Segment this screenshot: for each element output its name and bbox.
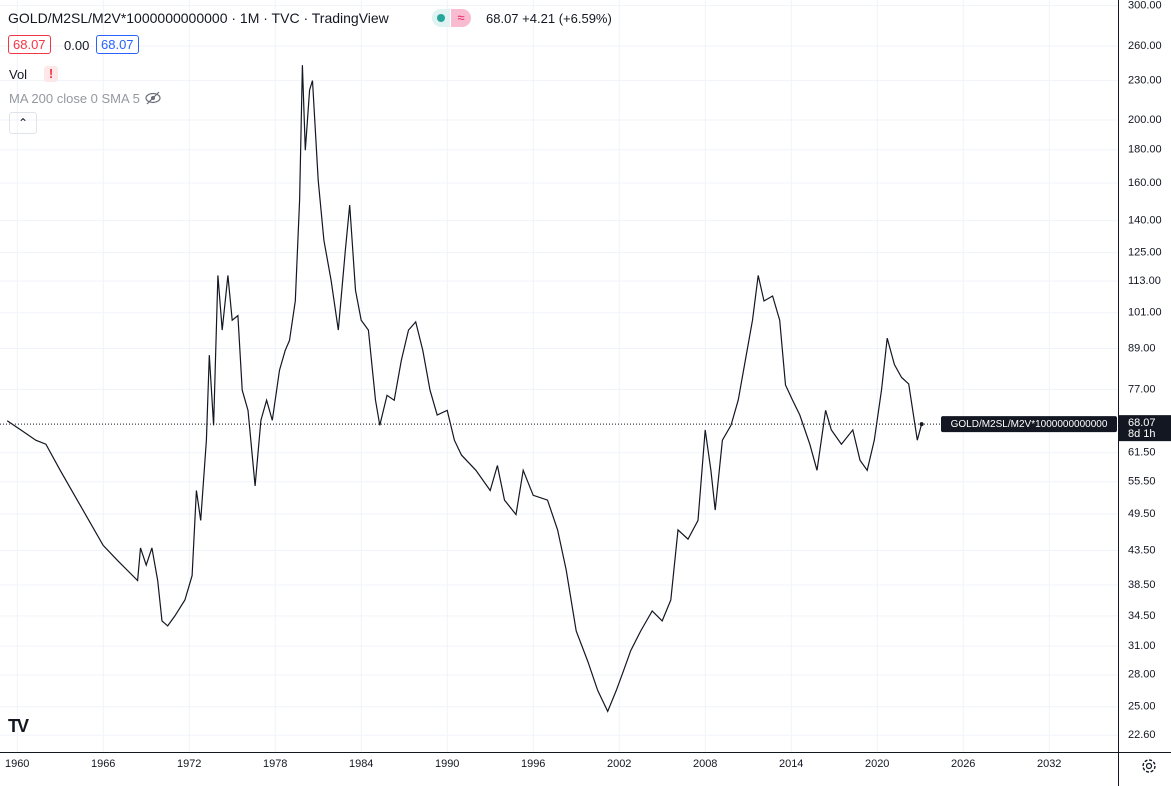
price-box[interactable]: 68.07	[8, 35, 51, 54]
price-box[interactable]: 68.07	[96, 35, 139, 54]
settings-gear[interactable]	[1138, 755, 1160, 777]
last-values: 68.07 +4.21 (+6.59%)	[486, 11, 612, 26]
delay-icon: ≈	[451, 9, 471, 27]
x-tick-label: 2008	[693, 758, 717, 770]
x-tick-label: 2020	[865, 758, 889, 770]
x-tick-label: 1966	[91, 758, 115, 770]
y-tick-label: 61.50	[1128, 447, 1156, 459]
y-tick-label: 43.50	[1128, 544, 1156, 556]
spread: 0.00	[64, 38, 90, 53]
x-tick-label: 1984	[349, 758, 373, 770]
change-pct: (+6.59%)	[558, 11, 612, 26]
x-tick-label: 2026	[951, 758, 975, 770]
vol-warning[interactable]: !	[44, 66, 58, 82]
last-price: 68.07	[486, 11, 519, 26]
collapse-button[interactable]: ⌃	[9, 112, 37, 134]
y-tick-label: 300.00	[1128, 0, 1162, 11]
x-tick-label: 1978	[263, 758, 287, 770]
price-label-bg	[1119, 415, 1171, 442]
y-tick-label: 260.00	[1128, 40, 1162, 52]
vol-label[interactable]: Vol	[9, 67, 28, 82]
symbol-title[interactable]: GOLD/M2SL/M2V*1000000000000 · 1M · TVC ·…	[8, 10, 389, 26]
price-line	[6, 65, 923, 713]
tv-logo[interactable]: TV	[8, 716, 29, 736]
y-tick-label: 113.00	[1128, 275, 1161, 287]
status-icons[interactable]: ≈	[432, 9, 472, 27]
y-tick-label: 230.00	[1128, 74, 1162, 86]
last-point	[919, 422, 924, 427]
ma-label[interactable]: MA 200 close 0 SMA 5	[9, 91, 140, 106]
y-tick-label: 31.00	[1128, 640, 1156, 652]
eye-icon[interactable]	[144, 90, 162, 106]
x-tick-label: 2032	[1037, 758, 1061, 770]
y-tick-label: 200.00	[1128, 114, 1162, 126]
series-name-label-bg	[941, 416, 1117, 433]
y-tick-label: 180.00	[1128, 144, 1162, 156]
countdown-label: 8d 1h	[1128, 428, 1156, 440]
x-tick-label: 1972	[177, 758, 201, 770]
x-tick-label: 1960	[5, 758, 29, 770]
y-tick-label: 22.60	[1128, 729, 1156, 741]
y-tick-label: 25.00	[1128, 701, 1156, 713]
y-tick-label: 89.00	[1128, 342, 1156, 354]
change: +4.21	[522, 11, 556, 26]
y-tick-label: 34.50	[1128, 610, 1156, 622]
series-name-label: GOLD/M2SL/M2V*1000000000000	[951, 419, 1108, 430]
y-tick-label: 38.50	[1128, 579, 1156, 591]
y-tick-label: 101.00	[1128, 307, 1162, 319]
market-dot	[437, 14, 445, 22]
y-tick-label: 28.00	[1128, 669, 1156, 681]
plot-background	[0, 0, 1118, 752]
x-tick-label: 1990	[435, 758, 459, 770]
y-tick-label: 160.00	[1128, 177, 1162, 189]
x-tick-label: 2014	[779, 758, 803, 770]
y-axis-panel	[1118, 0, 1171, 752]
y-tick-label: 55.50	[1128, 476, 1156, 488]
x-axis-panel	[0, 752, 1171, 786]
x-tick-label: 1996	[521, 758, 545, 770]
y-tick-label: 140.00	[1128, 215, 1162, 227]
x-tick-label: 2002	[607, 758, 631, 770]
y-tick-label: 77.00	[1128, 383, 1156, 395]
y-tick-label: 49.50	[1128, 508, 1156, 520]
price-label: 68.07	[1128, 417, 1156, 429]
y-tick-label: 125.00	[1128, 247, 1162, 259]
